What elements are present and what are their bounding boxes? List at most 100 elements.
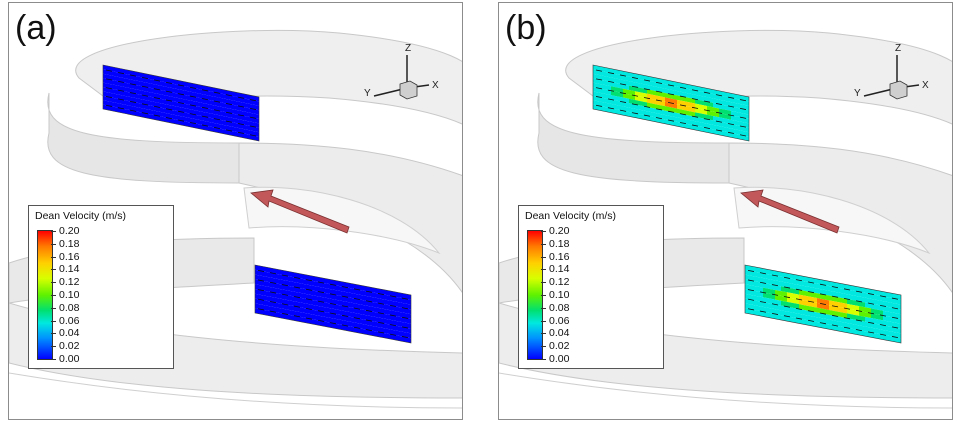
slice-lower-cell xyxy=(865,302,871,309)
slice-upper-cell xyxy=(713,102,719,109)
slice-upper-cell xyxy=(247,120,253,127)
slice-lower-cell xyxy=(303,279,309,285)
slice-lower-cell xyxy=(339,314,345,321)
slice-lower-cell xyxy=(327,322,333,328)
slice-upper-cell xyxy=(103,78,109,84)
slice-lower-vector xyxy=(257,298,265,301)
slice-lower-cell xyxy=(315,290,321,297)
slice-upper-cell xyxy=(163,103,169,110)
slice-lower-cell xyxy=(745,298,751,305)
slice-lower-vector xyxy=(329,293,337,296)
slice-upper-vector xyxy=(177,102,185,104)
slice-lower-cell xyxy=(847,284,853,291)
slice-upper-cell xyxy=(151,96,157,103)
slice-lower-cell xyxy=(895,293,901,300)
slice-upper-vector xyxy=(213,91,221,94)
slice-upper-vector xyxy=(189,104,197,107)
slice-upper-cell xyxy=(139,76,145,83)
axis-x-label: X xyxy=(922,80,929,91)
slice-lower-cell xyxy=(303,298,309,305)
slice-upper-cell xyxy=(103,95,109,102)
slice-lower-cell xyxy=(853,304,859,311)
slice-lower-cell xyxy=(811,306,817,313)
slice-lower-cell xyxy=(399,307,405,314)
slice-upper-cell xyxy=(205,103,211,110)
slice-upper-vector xyxy=(691,124,699,127)
slice-upper-cell xyxy=(611,108,617,114)
slice-upper-cell xyxy=(593,65,599,71)
slice-upper-cell xyxy=(145,108,151,115)
slice-lower-cell xyxy=(405,317,411,324)
slice-lower-cell xyxy=(853,328,859,335)
slice-upper-cell xyxy=(653,81,659,88)
slice-lower-cell xyxy=(871,332,877,339)
slice-upper-vector xyxy=(667,93,675,96)
slice-lower-vector xyxy=(257,308,265,311)
slice-lower-cell xyxy=(829,309,835,316)
slice-upper-vector xyxy=(225,120,233,123)
slice-upper-vector xyxy=(105,69,113,72)
slice-lower-vector xyxy=(269,272,277,275)
slice-lower-cell xyxy=(267,310,273,317)
slice-lower-cell xyxy=(775,285,781,292)
slice-upper-cell xyxy=(109,83,115,90)
slice-upper-cell xyxy=(665,84,671,90)
slice-upper-cell xyxy=(193,87,199,94)
slice-upper-cell xyxy=(743,117,749,124)
slice-lower-cell xyxy=(315,314,321,321)
slice-upper-cell xyxy=(103,87,109,93)
slice-upper-cell xyxy=(605,71,611,78)
slice-upper-cell xyxy=(211,87,217,93)
slice-upper-vector xyxy=(177,119,185,122)
slice-lower-cell xyxy=(261,304,267,311)
slice-lower-cell xyxy=(357,299,363,305)
slice-lower-cell xyxy=(835,291,841,298)
slice-lower-cell xyxy=(877,328,883,335)
slice-upper-cell xyxy=(223,107,229,113)
slice-lower-cell xyxy=(805,310,811,317)
slice-lower-cell xyxy=(853,300,859,307)
slice-upper-vector xyxy=(679,113,687,116)
slice-lower-cell xyxy=(865,321,871,328)
slice-upper-vector xyxy=(607,72,615,75)
slice-upper-vector xyxy=(237,105,245,108)
slice-lower-cell xyxy=(393,329,399,336)
slice-upper-cell xyxy=(235,114,241,120)
slice-upper-cell xyxy=(121,81,127,88)
slice-lower-cell xyxy=(775,270,781,277)
slice-upper-vector xyxy=(237,114,245,117)
slice-upper-cell xyxy=(133,110,139,117)
slice-lower-cell xyxy=(781,286,787,293)
slice-lower-cell xyxy=(357,323,363,329)
slice-upper-cell xyxy=(187,108,193,115)
slice-lower-vector xyxy=(377,302,385,305)
slice-upper-vector xyxy=(225,103,233,106)
slice-upper-vector xyxy=(153,114,161,117)
slice-lower-cell xyxy=(381,318,387,324)
slice-upper-cell xyxy=(599,70,605,77)
slice-lower-cell xyxy=(291,286,297,293)
slice-upper-cell xyxy=(617,96,623,102)
slice-upper-cell xyxy=(205,90,211,96)
slice-upper-vector xyxy=(165,90,173,93)
slice-upper-cell xyxy=(127,96,133,102)
slice-lower-cell xyxy=(745,308,751,315)
slice-upper-cell xyxy=(169,87,175,93)
slice-upper-cell xyxy=(145,100,151,106)
slice-upper-cell xyxy=(659,118,665,124)
slice-upper-cell xyxy=(115,89,121,96)
slice-lower-cell xyxy=(363,319,369,326)
slice-lower-cell xyxy=(895,317,901,324)
slice-upper-vector xyxy=(213,109,221,112)
slice-lower-cell xyxy=(751,266,757,273)
slice-upper-cell xyxy=(199,119,205,126)
slice-upper-cell xyxy=(713,89,719,96)
slice-upper-vector xyxy=(667,102,675,104)
slice-lower-cell xyxy=(405,308,411,315)
slice-lower-cell xyxy=(375,321,381,328)
slice-lower-cell xyxy=(279,279,285,286)
slice-upper-cell xyxy=(719,108,725,115)
slice-upper-cell xyxy=(211,95,217,102)
slice-upper-cell xyxy=(743,122,749,128)
axis-y-label: Y xyxy=(364,88,371,99)
